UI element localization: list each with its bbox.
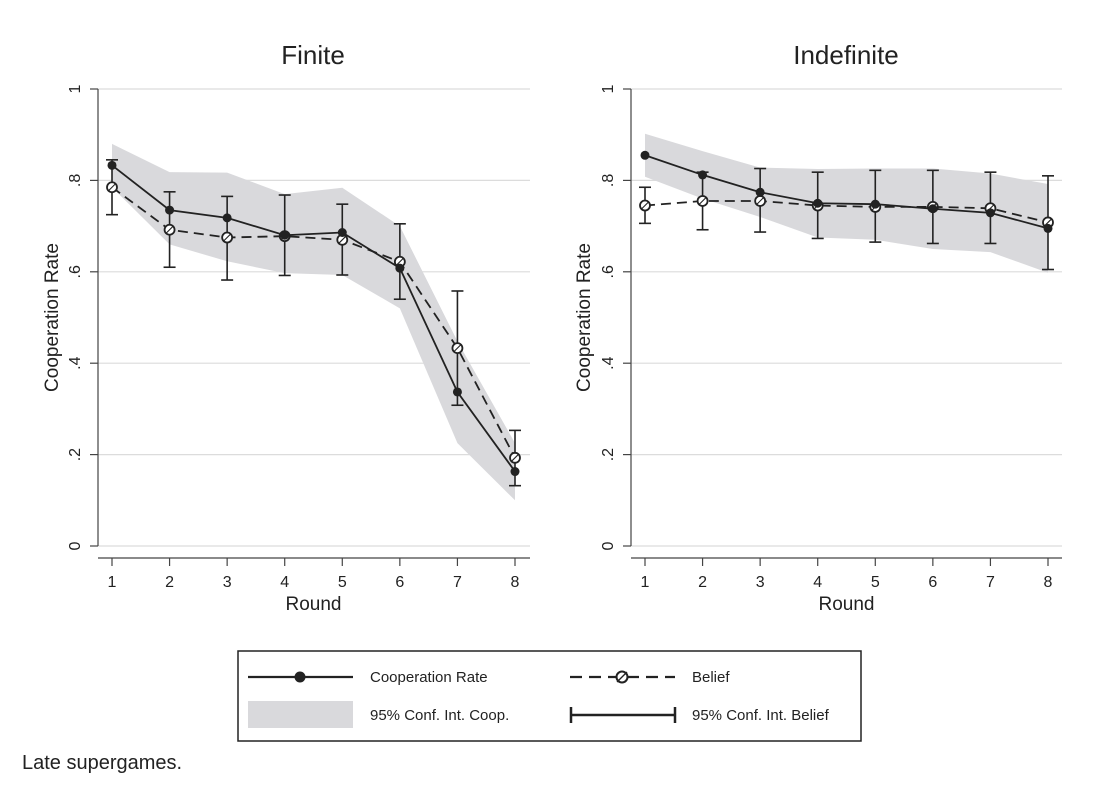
belief-line — [644, 200, 1049, 224]
legend-coop-label: Cooperation Rate — [370, 669, 488, 686]
legend-coop-ci-label: 95% Conf. Int. Coop. — [370, 707, 509, 724]
y-tick-label: .6 — [600, 265, 617, 278]
coop-rate-point — [698, 170, 708, 180]
x-tick-label: 1 — [641, 574, 650, 591]
y-tick-label: 1 — [67, 84, 84, 93]
coop-rate-point — [107, 160, 117, 170]
y-tick-label: .2 — [67, 448, 84, 461]
x-axis-label: Round — [286, 594, 342, 615]
coop-rate-point — [510, 467, 520, 477]
y-tick-label: 1 — [600, 84, 617, 93]
belief-line — [111, 186, 516, 459]
y-tick-label: .4 — [600, 356, 617, 369]
coop-rate-point — [395, 263, 405, 273]
y-tick-label: .4 — [67, 356, 84, 369]
belief-point-slash — [165, 225, 174, 235]
x-tick-label: 2 — [698, 574, 707, 591]
coop-rate-point — [928, 204, 938, 214]
belief-point-slash — [107, 182, 117, 192]
coop-rate-point — [985, 208, 995, 218]
x-tick-label: 2 — [165, 574, 174, 591]
belief-point-slash — [395, 257, 405, 267]
panel-finite: Finite 0 .2 .4 .6 .8 1 1 2 3 4 5 6 7 8 Round Cooperation… — [42, 40, 530, 615]
coop-rate-point — [870, 199, 880, 209]
coop-rate-point — [337, 227, 347, 237]
y-axis-label: Cooperation Rate — [42, 243, 63, 392]
x-tick-label: 8 — [511, 574, 520, 591]
coop-rate-point — [280, 230, 290, 240]
y-tick-label: .2 — [600, 448, 617, 461]
legend-belief-label: Belief — [692, 669, 730, 686]
x-tick-label: 4 — [280, 574, 289, 591]
y-tick-label: .8 — [67, 174, 84, 187]
belief-point-slash — [453, 343, 462, 353]
coop-rate-point — [1043, 223, 1053, 233]
coop-rate-point — [813, 198, 823, 208]
x-tick-label: 4 — [813, 574, 822, 591]
coop-rate-point — [755, 187, 765, 197]
x-tick-label: 1 — [108, 574, 117, 591]
x-tick-label: 3 — [223, 574, 232, 591]
x-tick-label: 8 — [1044, 574, 1053, 591]
coop-ci-band — [112, 143, 515, 501]
x-tick-label: 6 — [395, 574, 404, 591]
coop-rate-point — [452, 387, 462, 397]
belief-point-slash — [698, 196, 707, 206]
y-tick-label: .8 — [600, 174, 617, 187]
belief-point-slash — [337, 235, 347, 245]
x-tick-label: 7 — [453, 574, 462, 591]
x-tick-label: 6 — [928, 574, 937, 591]
chart-note: Late supergames. — [22, 752, 183, 774]
chart-title-finite: Finite — [281, 40, 345, 70]
coop-rate-line — [644, 154, 1049, 230]
belief-point-slash — [222, 233, 232, 242]
chart-title-indefinite: Indefinite — [793, 40, 899, 70]
y-axis-label: Cooperation Rate — [574, 243, 595, 392]
coop-rate-line — [111, 164, 516, 473]
coop-rate-point — [165, 205, 175, 215]
panel-indefinite: Indefinite 0 .2 .4 .6 .8 1 1 2 3 4 5 6 7 8 Round Coopera… — [574, 40, 1062, 615]
legend: Cooperation Rate Belief 95% Conf. Int. C… — [237, 650, 862, 742]
legend-belief-marker-slash — [616, 671, 628, 683]
y-tick-label: 0 — [600, 541, 617, 550]
legend-belief-ci-label: 95% Conf. Int. Belief — [692, 707, 830, 724]
x-tick-label: 5 — [871, 574, 880, 591]
legend-coop-ci-swatch — [248, 701, 353, 728]
x-tick-label: 3 — [756, 574, 765, 591]
belief-point-slash — [640, 201, 650, 210]
x-tick-label: 5 — [338, 574, 347, 591]
x-tick-label: 7 — [986, 574, 995, 591]
belief-point-slash — [510, 453, 520, 463]
y-tick-label: 0 — [67, 541, 84, 550]
x-axis-label: Round — [819, 594, 875, 615]
coop-rate-point — [222, 213, 232, 223]
legend-coop-marker — [294, 671, 306, 683]
belief-point-slash — [755, 196, 765, 206]
coop-rate-point — [640, 150, 650, 160]
y-tick-label: .6 — [67, 265, 84, 278]
